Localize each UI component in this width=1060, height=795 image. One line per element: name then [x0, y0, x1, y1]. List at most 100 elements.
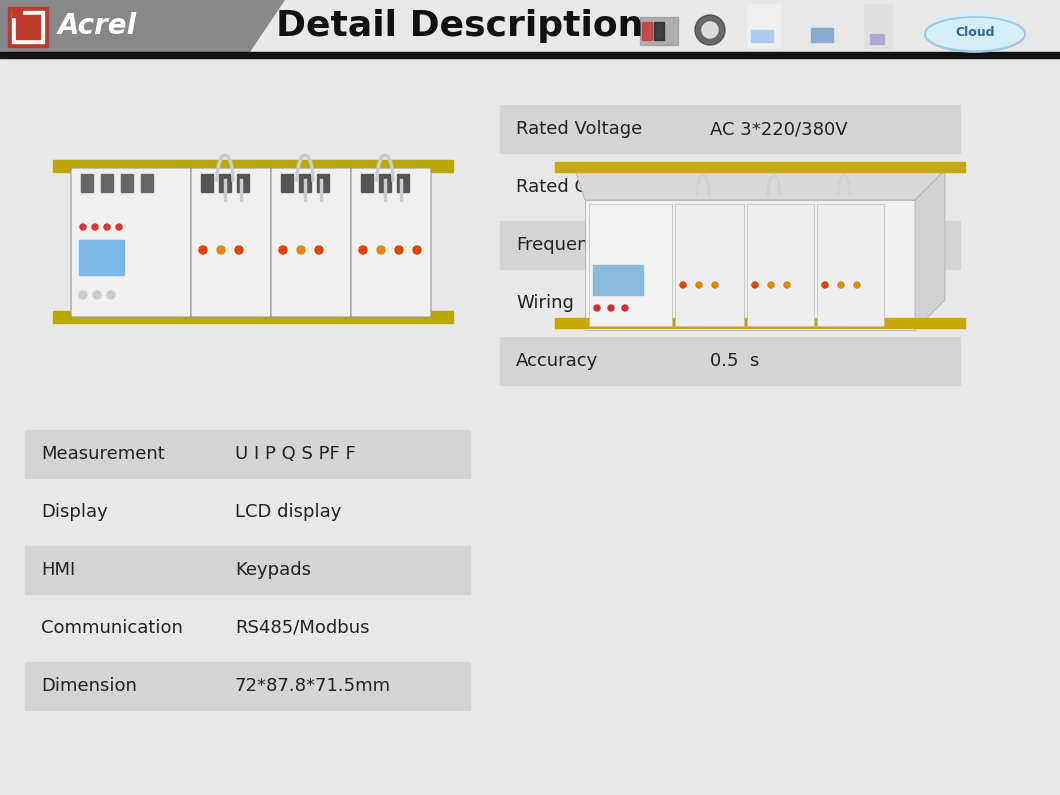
Bar — [807, 4, 841, 48]
Bar — [219, 174, 231, 192]
Text: 72*87.8*71.5mm: 72*87.8*71.5mm — [235, 677, 391, 695]
Ellipse shape — [953, 11, 997, 41]
Text: RS485/Modbus: RS485/Modbus — [235, 619, 370, 637]
Bar — [317, 174, 329, 192]
Bar — [12, 7, 22, 17]
Bar — [237, 174, 249, 192]
Text: 0.5  s: 0.5 s — [710, 352, 759, 370]
Polygon shape — [575, 170, 946, 200]
Circle shape — [696, 282, 702, 288]
Bar — [642, 22, 652, 40]
Bar — [675, 204, 744, 326]
Bar — [640, 17, 678, 45]
Text: Dimension: Dimension — [41, 677, 137, 695]
Circle shape — [695, 15, 725, 45]
Text: Rated Voltage: Rated Voltage — [516, 120, 642, 138]
Circle shape — [702, 22, 718, 38]
Bar — [141, 174, 153, 192]
Bar — [201, 174, 213, 192]
Bar — [299, 174, 311, 192]
Circle shape — [377, 246, 385, 254]
Bar — [500, 337, 960, 385]
Circle shape — [279, 246, 287, 254]
Circle shape — [622, 305, 628, 311]
Bar — [864, 4, 893, 48]
FancyBboxPatch shape — [191, 168, 271, 317]
Bar — [25, 430, 470, 478]
Text: Acrel: Acrel — [58, 12, 137, 40]
Ellipse shape — [932, 14, 968, 42]
FancyBboxPatch shape — [71, 168, 191, 317]
Bar — [379, 174, 391, 192]
Polygon shape — [915, 170, 946, 330]
Circle shape — [80, 224, 86, 230]
Circle shape — [297, 246, 305, 254]
Bar — [8, 7, 48, 47]
Circle shape — [784, 282, 790, 288]
Text: 45~65Hz: 45~65Hz — [710, 236, 794, 254]
Circle shape — [315, 246, 323, 254]
Circle shape — [235, 246, 243, 254]
Circle shape — [413, 246, 421, 254]
Bar — [398, 174, 409, 192]
Circle shape — [608, 305, 614, 311]
Bar — [500, 105, 960, 153]
Text: Rated Current: Rated Current — [516, 178, 642, 196]
Bar — [585, 200, 915, 330]
Text: 3x1(6)A ,3*10(80)A: 3x1(6)A ,3*10(80)A — [710, 178, 885, 196]
Circle shape — [104, 224, 110, 230]
Bar — [0, 52, 1060, 58]
Text: 3-phase 3/4-wire: 3-phase 3/4-wire — [710, 294, 862, 312]
Bar — [25, 488, 470, 536]
Circle shape — [854, 282, 860, 288]
Bar — [747, 204, 814, 326]
Polygon shape — [0, 0, 285, 52]
FancyBboxPatch shape — [351, 168, 431, 317]
Bar — [589, 204, 672, 326]
Circle shape — [681, 282, 686, 288]
Bar — [747, 4, 781, 48]
Bar — [750, 30, 773, 42]
Ellipse shape — [982, 14, 1018, 42]
Circle shape — [395, 246, 403, 254]
Circle shape — [107, 291, 114, 299]
Bar — [12, 11, 45, 43]
Circle shape — [199, 246, 207, 254]
Bar — [500, 221, 960, 269]
Text: AC 3*220/380V: AC 3*220/380V — [710, 120, 848, 138]
Text: LCD display: LCD display — [235, 503, 341, 521]
Text: Communication: Communication — [41, 619, 183, 637]
Circle shape — [768, 282, 774, 288]
Text: HMI: HMI — [41, 561, 75, 579]
Text: Wiring: Wiring — [516, 294, 573, 312]
Circle shape — [80, 291, 87, 299]
Circle shape — [838, 282, 844, 288]
Bar — [25, 546, 470, 594]
Text: Keypads: Keypads — [235, 561, 311, 579]
Circle shape — [359, 246, 367, 254]
Bar — [80, 240, 124, 275]
Text: Measurement: Measurement — [41, 445, 164, 463]
Circle shape — [594, 305, 600, 311]
Bar — [53, 160, 453, 172]
Bar — [25, 604, 470, 652]
Circle shape — [92, 224, 98, 230]
Bar — [593, 265, 643, 295]
FancyBboxPatch shape — [271, 168, 351, 317]
Bar — [654, 22, 664, 40]
Text: Display: Display — [41, 503, 108, 521]
Bar — [555, 318, 965, 328]
Circle shape — [822, 282, 828, 288]
Bar — [817, 204, 884, 326]
Text: Accuracy: Accuracy — [516, 352, 598, 370]
Circle shape — [752, 282, 758, 288]
Ellipse shape — [925, 16, 1025, 52]
Text: Cloud: Cloud — [955, 25, 994, 38]
Circle shape — [217, 246, 225, 254]
Bar — [500, 279, 960, 327]
Bar — [500, 163, 960, 211]
Circle shape — [116, 224, 122, 230]
Bar — [870, 34, 884, 44]
Bar — [25, 662, 470, 710]
Bar — [101, 174, 113, 192]
